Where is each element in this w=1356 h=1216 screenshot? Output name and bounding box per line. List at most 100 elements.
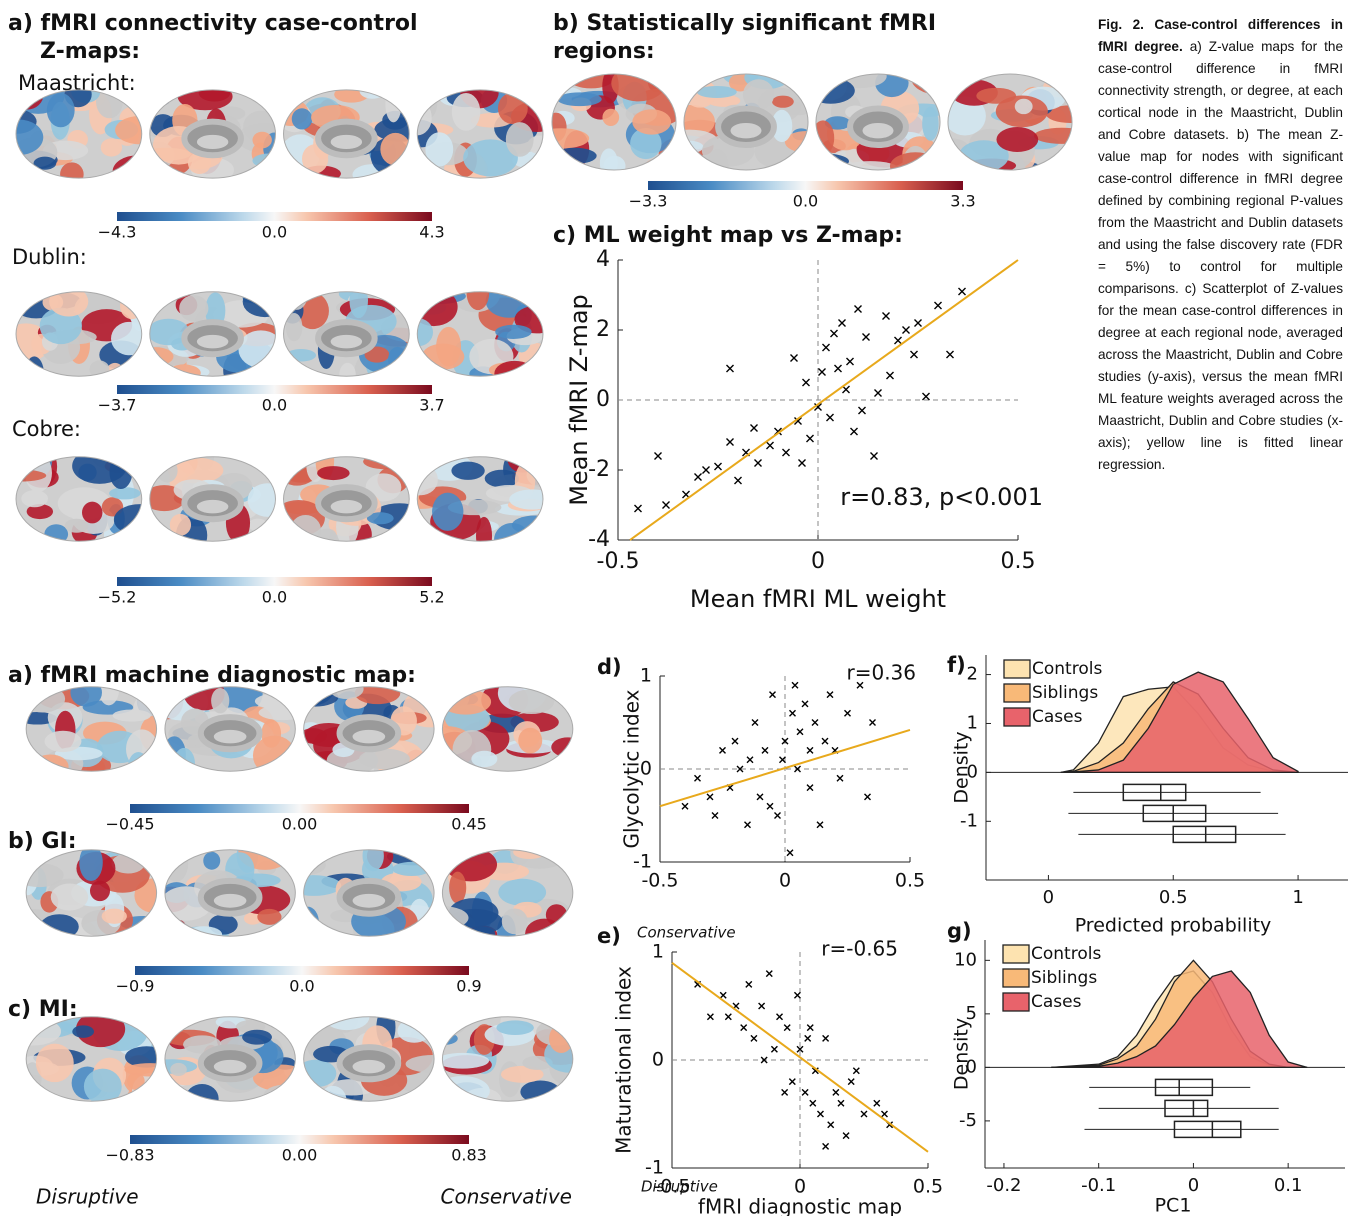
point <box>822 343 830 352</box>
brain-patch <box>303 1059 337 1088</box>
legend-swatch <box>1002 944 1030 964</box>
brain-patch <box>21 490 49 508</box>
brain-patch <box>16 119 44 156</box>
point <box>801 1088 809 1096</box>
brain-patch <box>471 750 498 768</box>
brain-patch <box>303 728 327 744</box>
brain-edge <box>15 456 143 542</box>
brain-patch <box>362 849 384 872</box>
brain-patch <box>248 518 268 532</box>
brain-surface <box>16 89 142 179</box>
brain-patch <box>534 89 543 101</box>
point <box>842 1132 850 1140</box>
colorbar <box>135 966 469 975</box>
point <box>858 406 866 415</box>
brain-patch <box>363 456 409 470</box>
brain-surface <box>303 1016 435 1102</box>
dataset-label: Dublin: <box>12 245 87 269</box>
point <box>802 378 810 387</box>
brain-medial <box>330 134 363 150</box>
colorbar-label: 0.0 <box>262 588 287 607</box>
x-tick-label: 0 <box>779 870 791 892</box>
brain-patch <box>463 139 518 177</box>
point <box>837 1099 845 1107</box>
brain-edge <box>303 686 435 772</box>
brain-patch <box>252 131 272 149</box>
legend-swatch <box>1003 683 1031 703</box>
brain-patch <box>557 92 602 107</box>
y-tick-label: 0 <box>596 387 610 412</box>
point <box>886 371 894 380</box>
brain-patch <box>302 144 329 174</box>
brain-patch <box>349 291 368 319</box>
brain-edge <box>416 89 544 179</box>
density-area <box>1051 970 1308 1069</box>
point <box>880 1110 888 1118</box>
axis-note: Conservative <box>637 924 736 942</box>
brain-patch <box>509 489 543 510</box>
colorbar-label: −5.2 <box>98 588 137 607</box>
brain-patch <box>518 727 543 754</box>
heading: a) fMRI connectivity case-control <box>8 11 418 36</box>
y-tick-label: 0 <box>967 761 978 782</box>
brain-patch <box>451 92 481 131</box>
colorbar <box>130 1135 469 1144</box>
brain-patch <box>72 1025 95 1038</box>
colorbar-label: 0.0 <box>262 396 287 415</box>
y-tick-label: -1 <box>645 1157 664 1179</box>
colorbar <box>117 385 432 394</box>
brain-patch <box>124 1046 157 1068</box>
brain-patch <box>303 875 342 896</box>
brain-patch <box>611 74 666 102</box>
box <box>1173 1120 1242 1139</box>
brain-patch <box>303 687 339 707</box>
brain-patch <box>442 1016 467 1038</box>
brain-patch <box>283 523 295 542</box>
point <box>746 756 754 764</box>
figure-caption: Fig. 2. Case-control differences in fMRI… <box>1098 14 1343 476</box>
brain-patch <box>44 524 69 542</box>
brain-patch <box>185 1084 219 1102</box>
y-axis-label: Maturational index <box>612 966 636 1154</box>
point <box>794 765 801 773</box>
brain-patch <box>243 912 262 925</box>
brain-edge <box>25 849 158 937</box>
brain-patch <box>696 85 737 98</box>
point <box>806 746 814 754</box>
y-tick-label: -1 <box>633 851 652 873</box>
brain-patch <box>127 751 150 772</box>
brain-patch <box>179 295 209 322</box>
caption-body: a) Z-value maps for the case-control dif… <box>1098 39 1343 472</box>
point <box>873 1099 881 1107</box>
point <box>751 719 759 726</box>
point <box>922 392 930 401</box>
point <box>783 1024 791 1032</box>
point <box>914 319 922 327</box>
x-tick-label: 0.1 <box>1274 1175 1303 1196</box>
legend-swatch <box>1002 968 1030 988</box>
point <box>894 336 902 345</box>
point <box>781 737 789 745</box>
brain-patch <box>167 364 201 377</box>
brain-patch <box>842 161 898 170</box>
heading: regions: <box>553 39 655 64</box>
point <box>834 364 842 373</box>
point <box>874 389 882 397</box>
colorbar-label: −4.3 <box>98 223 137 242</box>
brain-surface <box>26 686 157 772</box>
point <box>860 1110 868 1118</box>
point <box>910 350 918 359</box>
brain-patch <box>242 291 276 318</box>
legend-swatch <box>1003 707 1031 727</box>
point <box>726 364 734 373</box>
x-tick-label: -0.5 <box>597 549 640 574</box>
brain-edge <box>815 73 941 171</box>
point <box>765 970 773 978</box>
brain-patch <box>127 1072 145 1090</box>
brain-surface <box>815 74 941 170</box>
brain-patch <box>442 1032 458 1045</box>
x-tick-label: -0.1 <box>1081 1175 1116 1196</box>
x-tick-label: 0.5 <box>1159 887 1188 908</box>
brain-medial <box>196 334 229 349</box>
